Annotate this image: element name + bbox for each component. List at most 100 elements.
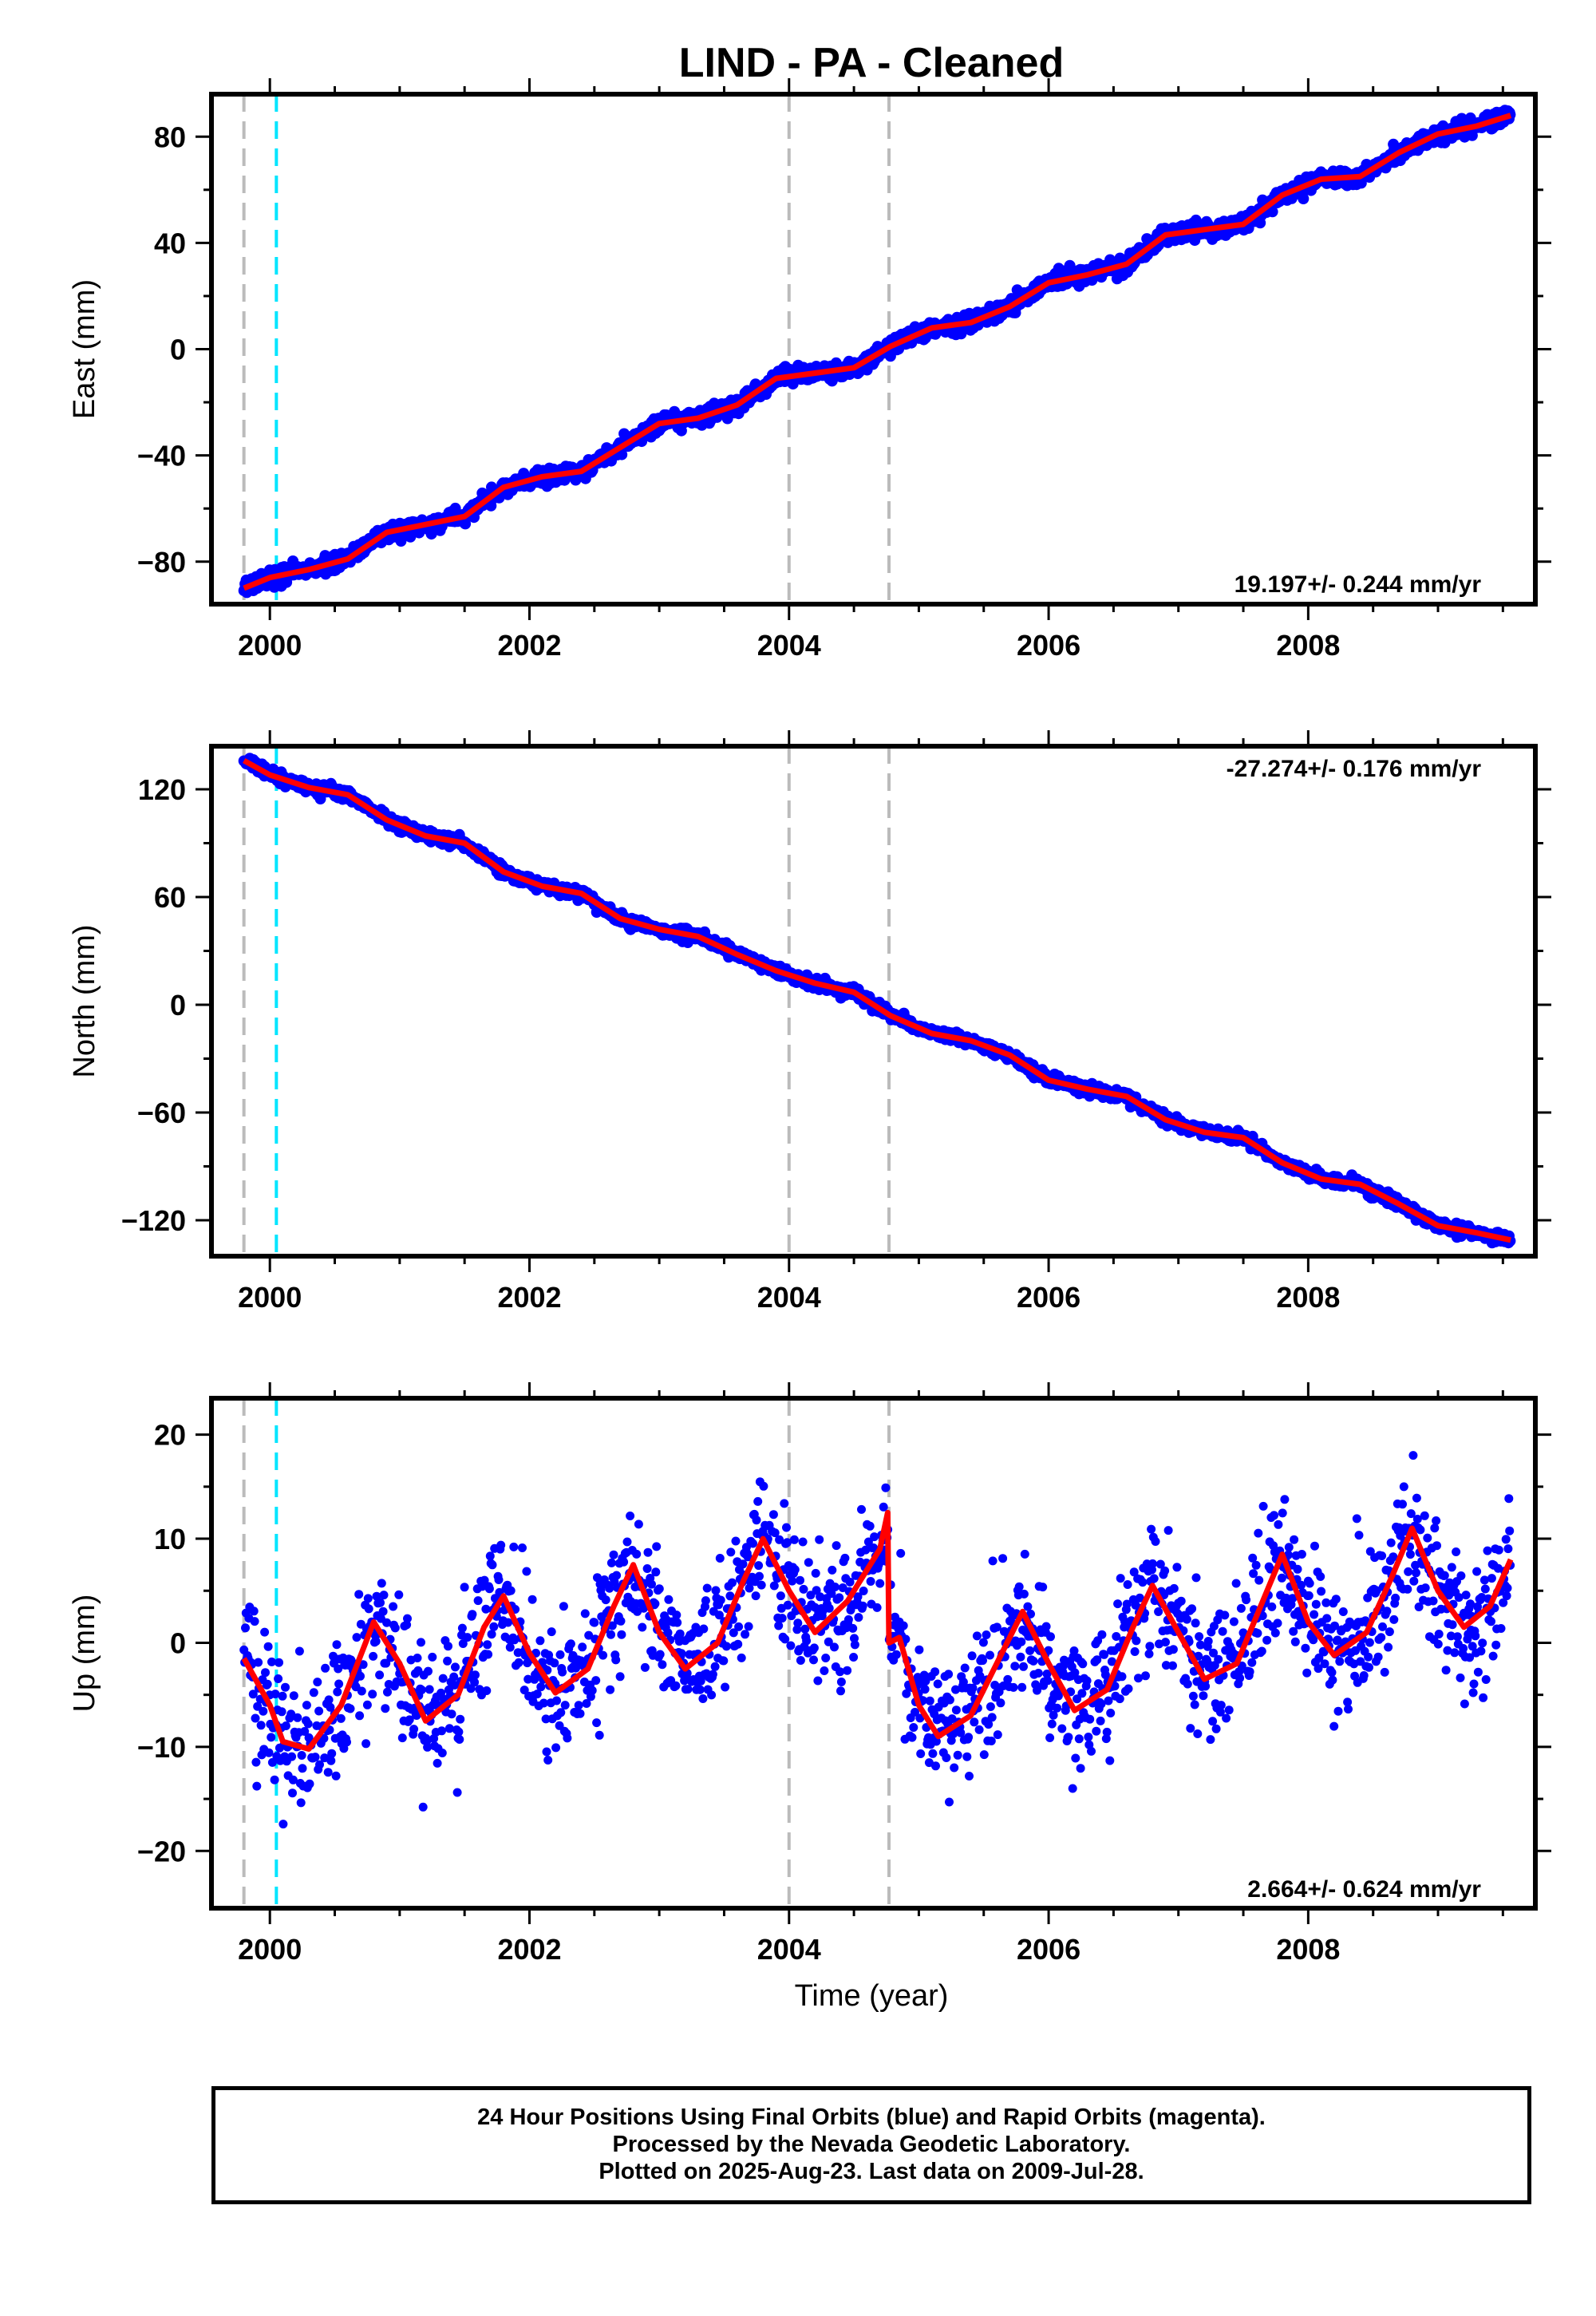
- observation-point: [267, 1657, 276, 1666]
- observation-point: [372, 1591, 381, 1601]
- observation-point: [286, 1709, 296, 1719]
- observation-point: [428, 1652, 437, 1662]
- observation-point: [578, 1642, 587, 1652]
- observation-point: [259, 1706, 268, 1716]
- observation-point: [437, 1726, 446, 1736]
- observation-point: [650, 1599, 660, 1608]
- observation-point: [552, 1696, 561, 1705]
- observation-point: [536, 1682, 546, 1692]
- observation-point: [542, 1747, 551, 1757]
- observation-point: [587, 1686, 597, 1695]
- observation-point: [571, 1663, 581, 1673]
- observation-point: [702, 1583, 712, 1593]
- observation-point: [424, 1666, 433, 1676]
- observation-point: [575, 1709, 585, 1718]
- observation-point: [334, 1664, 343, 1674]
- observation-point: [438, 1674, 448, 1683]
- observation-point: [535, 1636, 545, 1646]
- observation-point: [615, 1672, 625, 1682]
- y-tick-label: 40: [154, 227, 186, 259]
- observation-point: [418, 1802, 428, 1812]
- observation-point: [315, 1760, 324, 1769]
- observation-point: [721, 1682, 730, 1692]
- y-tick-label: −60: [137, 1097, 186, 1129]
- observation-point: [248, 1690, 258, 1699]
- observation-point: [560, 1701, 570, 1710]
- observation-point: [356, 1619, 365, 1629]
- observation-point: [652, 1542, 662, 1551]
- observation-point: [611, 1655, 621, 1665]
- observation-point: [300, 1727, 310, 1736]
- rate-label: 19.197+/- 0.244 mm/yr: [1235, 571, 1482, 598]
- observation-point: [302, 1701, 311, 1710]
- observation-point: [241, 1623, 250, 1633]
- observation-point: [647, 1579, 656, 1589]
- observation-point: [683, 1685, 693, 1694]
- observation-point: [362, 1700, 372, 1709]
- observation-point: [509, 1542, 519, 1551]
- observation-point: [532, 1690, 542, 1699]
- observation-point: [397, 1733, 407, 1743]
- observation-point: [324, 1695, 334, 1705]
- observation-point: [737, 1653, 746, 1662]
- x-tick-label: 2008: [1276, 629, 1340, 662]
- observation-point: [288, 1775, 298, 1784]
- observation-point: [263, 1642, 273, 1651]
- observation-point: [412, 1711, 421, 1720]
- observation-point: [634, 1520, 643, 1529]
- x-axis-label: Time (year): [795, 1979, 949, 2013]
- observation-point: [460, 1583, 469, 1592]
- observation-point: [721, 1642, 731, 1651]
- observation-point: [463, 1633, 472, 1642]
- observation-point: [264, 1748, 274, 1757]
- observation-point: [496, 1540, 506, 1550]
- observation-point: [361, 1739, 371, 1749]
- observation-point: [595, 1730, 604, 1740]
- observation-point: [249, 1607, 259, 1616]
- observation-point: [514, 1658, 523, 1667]
- observation-point: [376, 1598, 385, 1607]
- observation-point: [591, 1676, 601, 1686]
- observation-point: [261, 1668, 270, 1678]
- observation-point: [606, 1685, 615, 1694]
- observation-point: [470, 1678, 480, 1687]
- observation-point: [664, 1595, 674, 1604]
- observation-point: [326, 1702, 335, 1712]
- observation-point: [494, 1575, 504, 1584]
- observation-point: [642, 1564, 652, 1573]
- observation-point: [484, 1650, 493, 1659]
- observation-point: [518, 1543, 527, 1552]
- observation-point: [640, 1662, 650, 1672]
- observation-point: [539, 1698, 548, 1708]
- observation-point: [358, 1660, 368, 1670]
- observation-point: [457, 1623, 467, 1633]
- observation-point: [1266, 206, 1278, 218]
- observation-point: [558, 1667, 567, 1677]
- observation-point: [323, 1768, 333, 1777]
- observation-point: [677, 1649, 686, 1658]
- observation-point: [504, 1618, 513, 1627]
- observation-point: [555, 1650, 565, 1659]
- x-tick-label: 2006: [1017, 629, 1080, 662]
- observation-point: [342, 1737, 351, 1747]
- event-lines: [242, 746, 891, 1256]
- observation-point: [480, 1575, 489, 1585]
- observation-point: [417, 1638, 425, 1647]
- observation-point: [574, 1701, 583, 1710]
- y-axis-label: East (mm): [68, 279, 101, 419]
- observation-point: [711, 1586, 721, 1595]
- y-tick-label: 60: [154, 881, 186, 914]
- observation-point: [368, 1690, 377, 1699]
- observation-point: [250, 1617, 259, 1626]
- y-tick-label: 0: [170, 334, 186, 366]
- observation-point: [251, 1713, 260, 1723]
- observation-point: [355, 1711, 365, 1721]
- observation-point: [606, 1630, 615, 1639]
- observation-point: [364, 1604, 373, 1614]
- observation-point: [598, 1650, 608, 1660]
- observation-point: [710, 1662, 720, 1671]
- observation-point: [559, 1602, 568, 1611]
